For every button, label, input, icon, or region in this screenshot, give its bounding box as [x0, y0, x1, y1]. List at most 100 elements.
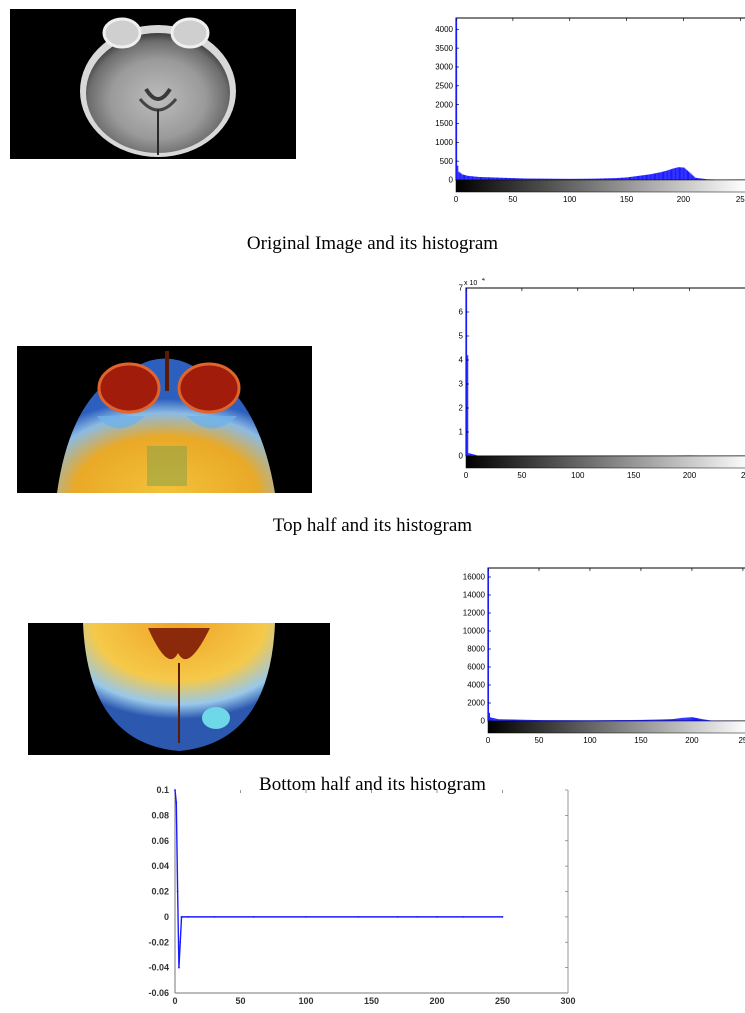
histogram-bar	[678, 718, 679, 721]
x-tick-label: 100	[298, 996, 313, 1006]
histogram-bar	[699, 719, 700, 721]
x-tick-label: 300	[560, 996, 575, 1006]
histogram-bar	[649, 174, 650, 180]
histogram-bar	[661, 172, 662, 180]
y-tick-label: 0	[449, 176, 454, 185]
histogram-bar	[490, 717, 491, 721]
histogram-bar	[643, 175, 644, 180]
histogram-bar	[660, 172, 661, 180]
histogram-bar	[466, 288, 467, 456]
difference-point	[436, 916, 438, 918]
x-tick-label: 25	[736, 195, 745, 204]
y-tick-label: 5	[459, 332, 464, 341]
histogram-bar	[495, 719, 496, 721]
histogram-bar	[607, 178, 608, 180]
y-tick-label: 0.02	[151, 887, 169, 897]
x-tick-label: 50	[517, 471, 526, 480]
histogram-bar	[680, 167, 681, 180]
histogram-bar	[472, 176, 473, 180]
histogram-bar	[470, 454, 471, 456]
x-tick-label: 25	[738, 736, 745, 745]
histogram-bar	[645, 175, 646, 180]
histogram-bar	[473, 176, 474, 180]
y-tick-label: 0.08	[151, 810, 169, 820]
histogram-bar	[635, 176, 636, 180]
histogram-bar	[683, 168, 684, 180]
histogram-bar	[511, 178, 512, 180]
histogram-bar	[690, 717, 691, 721]
histogram-bar	[693, 176, 694, 180]
histogram-bar	[671, 719, 672, 721]
y-tick-label: 3	[459, 380, 464, 389]
histogram-bar	[494, 718, 495, 721]
histogram-bar	[653, 174, 654, 180]
x-tick-label: 150	[634, 736, 648, 745]
y-tick-label: 0.04	[151, 861, 169, 871]
histogram-bar	[657, 173, 658, 180]
x-tick-label: 100	[563, 195, 577, 204]
histogram-bar	[675, 168, 676, 180]
difference-point	[174, 789, 176, 791]
histogram-bar	[637, 176, 638, 180]
histogram-bar	[623, 178, 624, 180]
y-tick-label: 500	[440, 157, 454, 166]
y-tick-label: -0.02	[148, 937, 169, 947]
histogram-bar	[663, 171, 664, 180]
histogram-bar	[691, 717, 692, 721]
histogram-bar	[636, 176, 637, 180]
histogram-bar	[506, 178, 507, 180]
y-tick-label: 1500	[435, 119, 453, 128]
y-tick-label: 6	[459, 308, 464, 317]
histogram-bar	[610, 178, 611, 180]
histogram-bar	[688, 717, 689, 721]
histogram-bar	[667, 719, 668, 721]
histogram-bar	[491, 177, 492, 180]
histogram-bar	[503, 719, 504, 721]
histogram-bar	[682, 718, 683, 721]
y-tick-label: 4000	[467, 681, 485, 690]
histogram-bar	[487, 177, 488, 180]
histogram-bar	[679, 718, 680, 721]
histogram-bar	[648, 174, 649, 180]
x-tick-label: 50	[235, 996, 245, 1006]
histogram-bar	[490, 177, 491, 180]
histogram-bar	[685, 718, 686, 721]
histogram-bar	[464, 175, 465, 180]
histogram-bar	[674, 168, 675, 180]
histogram-bar	[697, 718, 698, 721]
y-tick-label: 0.06	[151, 836, 169, 846]
histogram-bar	[486, 177, 487, 180]
histogram-bar	[687, 171, 688, 180]
x-tick-label: 150	[620, 195, 634, 204]
histogram-bar	[482, 177, 483, 180]
histogram-bar	[696, 178, 697, 180]
histogram-bar	[692, 717, 693, 721]
histogram-bar	[656, 173, 657, 180]
bottom-half-brain-image	[28, 623, 330, 755]
histogram-bar	[496, 719, 497, 721]
difference-point	[358, 916, 360, 918]
histogram-bar	[630, 177, 631, 180]
histogram-bar	[677, 719, 678, 721]
y-tick-label: 2000	[467, 699, 485, 708]
y-tick-label: 4	[459, 356, 464, 365]
y-tick-label: 0	[481, 717, 486, 726]
histogram-bar	[695, 178, 696, 180]
histogram-bar	[662, 172, 663, 180]
histogram-bar	[678, 167, 679, 180]
histogram-bar	[612, 178, 613, 180]
histogram-bar	[463, 175, 464, 180]
histogram-bar	[483, 177, 484, 180]
y-tick-label: 4000	[435, 25, 453, 34]
histogram-bar	[628, 177, 629, 180]
histogram-bar	[468, 453, 469, 456]
y-tick-label: -0.04	[148, 963, 169, 973]
histogram-bar	[492, 177, 493, 180]
plot-area	[488, 568, 745, 721]
histogram-bar	[686, 718, 687, 721]
histogram-bar	[669, 719, 670, 721]
histogram-bar	[658, 173, 659, 180]
histogram-bar	[505, 178, 506, 180]
